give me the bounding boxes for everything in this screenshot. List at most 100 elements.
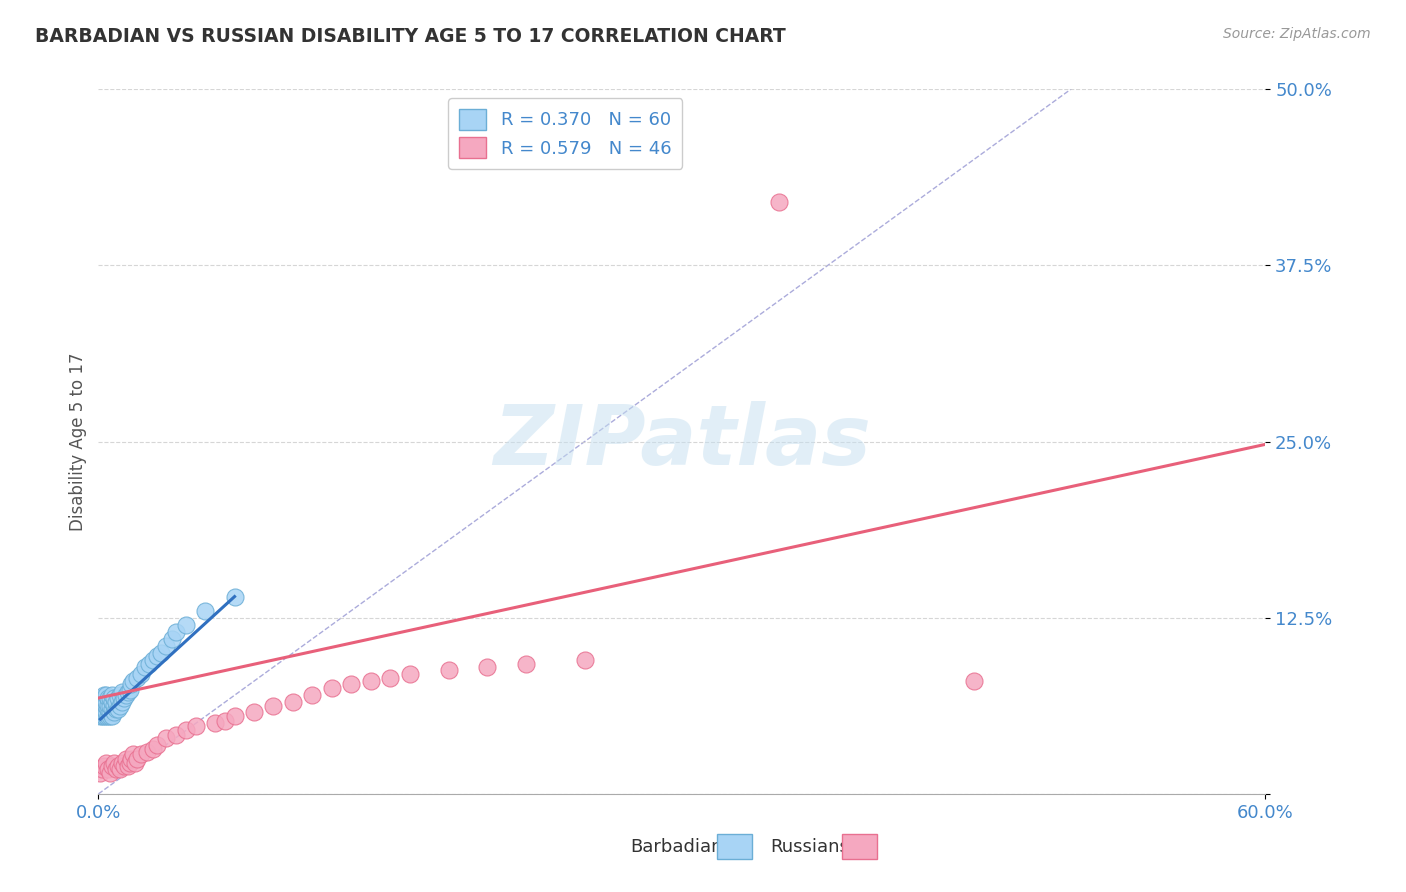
- Point: [162, 632, 184, 646]
- Point: [129, 747, 152, 762]
- Point: [101, 702, 124, 716]
- Point: [91, 691, 114, 706]
- Point: [398, 667, 420, 681]
- Text: Barbadians: Barbadians: [630, 838, 731, 855]
- Point: [93, 699, 115, 714]
- Point: [96, 699, 118, 714]
- Point: [262, 699, 284, 714]
- Point: [107, 758, 129, 772]
- Point: [91, 762, 114, 776]
- Point: [96, 705, 118, 719]
- Point: [101, 695, 124, 709]
- Point: [93, 695, 115, 709]
- Point: [93, 691, 115, 706]
- Point: [101, 758, 124, 772]
- Point: [122, 674, 145, 689]
- Point: [127, 671, 149, 685]
- Point: [93, 702, 115, 716]
- Point: [214, 714, 236, 728]
- Point: [165, 728, 187, 742]
- Point: [117, 758, 139, 772]
- Point: [93, 688, 115, 702]
- Point: [224, 709, 246, 723]
- Point: [515, 657, 537, 672]
- Point: [146, 648, 169, 663]
- Point: [149, 646, 172, 660]
- Point: [97, 709, 120, 723]
- Point: [111, 685, 134, 699]
- Point: [114, 688, 136, 702]
- Point: [184, 719, 207, 733]
- Point: [97, 762, 120, 776]
- Text: Russians: Russians: [770, 838, 849, 855]
- Point: [97, 698, 120, 712]
- Point: [97, 691, 120, 706]
- Text: Source: ZipAtlas.com: Source: ZipAtlas.com: [1223, 27, 1371, 41]
- Point: [118, 682, 141, 697]
- Text: ZIPatlas: ZIPatlas: [494, 401, 870, 482]
- Point: [155, 731, 177, 745]
- Point: [104, 695, 127, 709]
- Point: [104, 702, 127, 716]
- Point: [380, 671, 402, 685]
- Point: [103, 756, 125, 770]
- Point: [281, 695, 304, 709]
- Point: [96, 695, 118, 709]
- Legend: R = 0.370   N = 60, R = 0.579   N = 46: R = 0.370 N = 60, R = 0.579 N = 46: [449, 98, 682, 169]
- Point: [89, 765, 111, 780]
- Point: [117, 685, 139, 699]
- Point: [204, 716, 226, 731]
- Point: [98, 691, 121, 706]
- Point: [89, 695, 111, 709]
- Point: [174, 723, 197, 738]
- Point: [136, 745, 159, 759]
- Point: [134, 660, 156, 674]
- Point: [112, 691, 135, 706]
- Point: [89, 709, 111, 723]
- Point: [101, 709, 124, 723]
- Point: [97, 702, 120, 716]
- Point: [224, 590, 246, 604]
- Y-axis label: Disability Age 5 to 17: Disability Age 5 to 17: [69, 352, 87, 531]
- Point: [121, 677, 143, 691]
- Point: [127, 751, 149, 765]
- Point: [91, 702, 114, 716]
- Point: [91, 698, 114, 712]
- Bar: [842, 834, 877, 859]
- Point: [91, 709, 114, 723]
- Point: [340, 677, 363, 691]
- Point: [142, 741, 165, 756]
- Point: [104, 762, 127, 776]
- Point: [108, 699, 131, 714]
- Point: [103, 705, 125, 719]
- Point: [574, 653, 596, 667]
- Point: [96, 688, 118, 702]
- Point: [118, 756, 141, 770]
- Point: [98, 699, 121, 714]
- Point: [93, 758, 115, 772]
- Point: [360, 674, 382, 689]
- Point: [146, 738, 169, 752]
- Point: [165, 624, 187, 639]
- Point: [108, 762, 131, 776]
- Point: [129, 667, 152, 681]
- Point: [96, 709, 118, 723]
- Point: [962, 674, 984, 689]
- Point: [107, 702, 129, 716]
- Point: [114, 751, 136, 765]
- Point: [124, 756, 146, 770]
- Point: [122, 747, 145, 762]
- Text: BARBADIAN VS RUSSIAN DISABILITY AGE 5 TO 17 CORRELATION CHART: BARBADIAN VS RUSSIAN DISABILITY AGE 5 TO…: [35, 27, 786, 45]
- Point: [174, 617, 197, 632]
- Point: [121, 751, 143, 765]
- Point: [93, 709, 115, 723]
- Point: [96, 756, 118, 770]
- Point: [89, 702, 111, 716]
- Point: [103, 691, 125, 706]
- Point: [98, 765, 121, 780]
- Point: [112, 758, 135, 772]
- Point: [111, 695, 134, 709]
- Point: [98, 709, 121, 723]
- Point: [301, 688, 323, 702]
- Bar: [717, 834, 752, 859]
